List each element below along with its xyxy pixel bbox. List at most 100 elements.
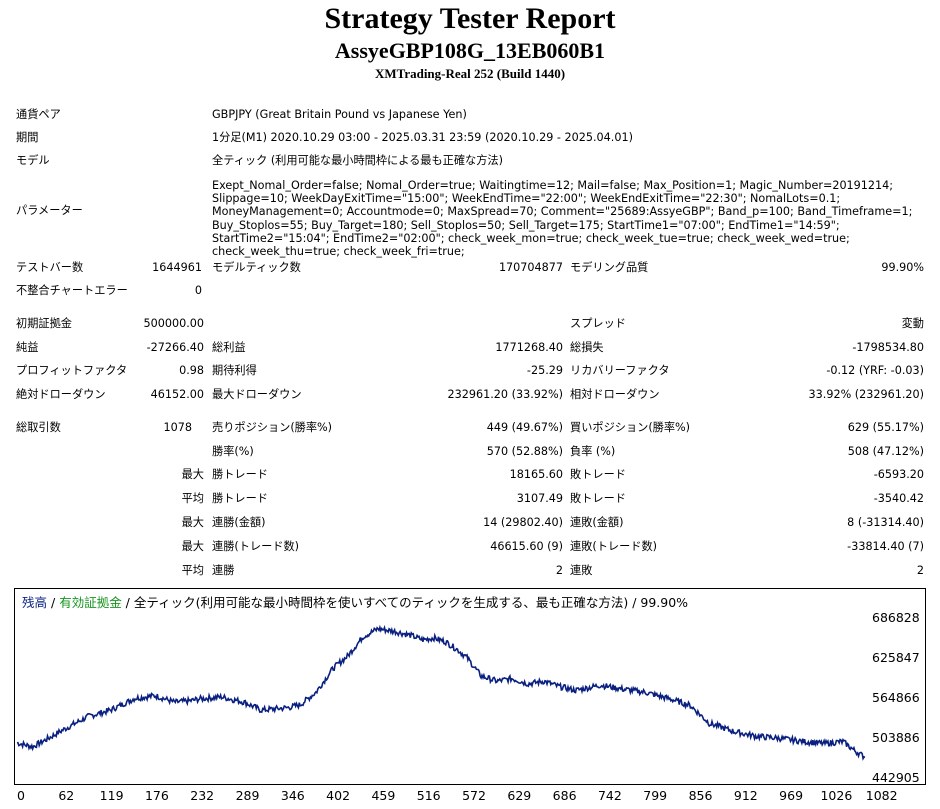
x-tick-label: 176 [144, 788, 169, 803]
deposit-value: 500000.00 [143, 317, 205, 330]
net-profit-label: 純益 [16, 341, 39, 354]
avg-cons-win-value: 2 [555, 564, 563, 577]
rel-drawdown-value: 33.92% (232961.20) [808, 388, 924, 401]
y-tick-label: 625847 [872, 650, 920, 665]
quality-label: モデリング品質 [570, 261, 649, 274]
cons-wins-money-label: 連勝(金額) [212, 516, 266, 529]
mismatch-value: 0 [194, 284, 202, 297]
max-consecutive-label: 最大 [181, 516, 204, 529]
legend-separator: / [47, 595, 60, 610]
recovery-factor-label: リカバリーファクタ [570, 364, 670, 377]
max-drawdown-value: 232961.20 (33.92%) [447, 388, 563, 401]
x-tick-label: 0 [17, 788, 25, 803]
cons-wins-money-value: 14 (29802.40) [483, 516, 563, 529]
x-tick-label: 346 [280, 788, 305, 803]
avg-cons-win-label: 連勝 [212, 564, 235, 577]
loss-rate-value: 508 (47.12%) [847, 445, 924, 458]
avg-cons-loss-value: 2 [916, 564, 924, 577]
total-trades-value: 1078 [163, 421, 192, 434]
y-tick-label: 686828 [872, 610, 920, 625]
mismatch-label: 不整合チャートエラー [16, 284, 128, 297]
gross-loss-label: 総損失 [570, 341, 604, 354]
long-positions-label: 買いポジション(勝率%) [570, 421, 691, 434]
y-tick-label: 564866 [872, 690, 920, 705]
expected-payoff-value: -25.29 [526, 364, 563, 377]
abs-drawdown-label: 絶対ドローダウン [16, 388, 106, 401]
avg-cons-loss-label: 連敗 [570, 564, 593, 577]
net-profit-value: -27266.40 [146, 341, 204, 354]
average-label: 平均 [181, 492, 204, 505]
balance-chart [14, 588, 926, 785]
x-tick-label: 62 [58, 788, 75, 803]
recovery-factor-value: -0.12 (YRF: -0.03) [826, 364, 924, 377]
average-loss-value: -3540.42 [873, 492, 924, 505]
average-loss-label: 敗トレード [570, 492, 626, 505]
x-tick-label: 629 [507, 788, 532, 803]
cons-profit-value: 46615.60 (9) [490, 540, 563, 553]
cons-loss-label: 連敗(トレード数) [570, 540, 658, 553]
short-positions-value: 449 (49.67%) [486, 421, 563, 434]
symbol-label: 通貨ペア [16, 108, 61, 121]
largest-label: 最大 [181, 468, 204, 481]
report-subtitle: AssyeGBP108G_13EB060B1 [334, 38, 606, 63]
y-tick-label: 442905 [872, 770, 920, 785]
legend-balance: 残高 [22, 595, 48, 610]
params-label: パラメーター [16, 204, 83, 217]
total-trades-label: 総取引数 [16, 421, 61, 434]
ticks-value: 170704877 [498, 261, 563, 274]
loss-rate-label: 負率 (%) [570, 445, 616, 458]
server-name: XMTrading-Real 252 (Build 1440) [374, 66, 566, 81]
bars-label: テストバー数 [16, 261, 84, 274]
average-win-value: 3107.49 [516, 492, 563, 505]
x-tick-label: 799 [643, 788, 668, 803]
max-drawdown-label: 最大ドローダウン [212, 388, 302, 401]
win-rate-label: 勝率(%) [212, 445, 254, 458]
x-tick-label: 686 [552, 788, 577, 803]
x-tick-label: 459 [371, 788, 396, 803]
cons-profit-label: 連勝(トレード数) [212, 540, 300, 553]
balance-series-line [16, 624, 866, 761]
model-label: モデル [16, 154, 50, 167]
x-tick-label: 289 [235, 788, 260, 803]
chart-legend: 残高 / 有効証拠金 / 全ティック(利用可能な最小時間枠を使いすべてのティック… [22, 592, 688, 611]
profit-factor-label: プロフィットファクタ [16, 364, 128, 377]
x-tick-label: 912 [733, 788, 758, 803]
max-consecutive-count-label: 最大 [181, 540, 204, 553]
x-tick-label: 232 [190, 788, 215, 803]
period-value: 1分足(M1) 2020.10.29 03:00 - 2025.03.31 23… [212, 131, 633, 144]
deposit-label: 初期証拠金 [16, 317, 72, 330]
symbol-value: GBPJPY (Great Britain Pound vs Japanese … [212, 108, 467, 121]
legend-description: / 全ティック(利用可能な最小時間枠を使いすべてのティックを生成する、最も正確な… [121, 595, 689, 610]
gross-loss-value: -1798534.80 [852, 341, 924, 354]
short-positions-label: 売りポジション(勝率%) [212, 421, 333, 434]
win-rate-value: 570 (52.88%) [486, 445, 563, 458]
quality-value: 99.90% [881, 261, 924, 274]
x-tick-label: 1026 [820, 788, 853, 803]
abs-drawdown-value: 46152.00 [150, 388, 204, 401]
cons-losses-money-label: 連敗(金額) [570, 516, 624, 529]
x-tick-label: 969 [779, 788, 804, 803]
report-title: Strategy Tester Report [324, 2, 616, 35]
largest-loss-label: 敗トレード [570, 468, 626, 481]
average-win-label: 勝トレード [212, 492, 268, 505]
rel-drawdown-label: 相対ドローダウン [570, 388, 660, 401]
profit-factor-value: 0.98 [179, 364, 204, 377]
params-value: Exept_Nomal_Order=false; Nomal_Order=tru… [212, 179, 913, 259]
balance-chart-plot [16, 624, 866, 761]
gross-profit-value: 1771268.40 [495, 341, 563, 354]
x-tick-label: 402 [326, 788, 351, 803]
expected-payoff-label: 期待利得 [212, 364, 257, 377]
x-tick-label: 1082 [865, 788, 898, 803]
average-consecutive-label: 平均 [181, 564, 204, 577]
spread-label: スプレッド [570, 317, 626, 330]
period-label: 期間 [16, 131, 39, 144]
ticks-label: モデルティック数 [212, 261, 301, 274]
spread-value: 変動 [901, 317, 924, 330]
long-positions-value: 629 (55.17%) [847, 421, 924, 434]
cons-loss-value: -33814.40 (7) [847, 540, 924, 553]
cons-losses-money-value: 8 (-31314.40) [847, 516, 924, 529]
y-tick-label: 503886 [872, 729, 920, 745]
bars-value: 1644961 [152, 261, 202, 274]
x-tick-label: 516 [416, 788, 441, 803]
legend-equity: 有効証拠金 [59, 595, 122, 610]
